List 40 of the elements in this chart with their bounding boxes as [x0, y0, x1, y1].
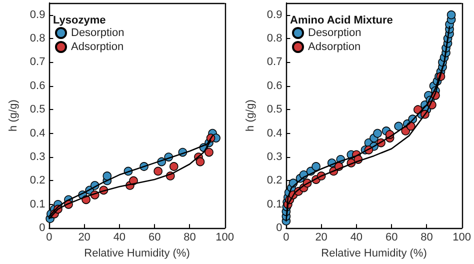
- y-tick-label: 0.1: [266, 198, 282, 210]
- y-axis-title: h (g/g): [244, 100, 256, 132]
- y-tick-label: 0.7: [266, 56, 282, 68]
- y-tick-label: 0: [39, 222, 46, 234]
- y-tick-label: 0.6: [30, 80, 46, 92]
- y-tick-label: 0.9: [30, 8, 46, 21]
- x-axis-title: Relative Humidity (%): [84, 248, 190, 260]
- y-tick-label: 0.5: [266, 104, 282, 116]
- y-tick-label: 0.3: [30, 151, 46, 164]
- y-tick-label: 0.6: [266, 80, 282, 92]
- y-tick-label: 0: [276, 222, 282, 234]
- legend-label: Desorption: [71, 27, 124, 39]
- legend-label: Adsorption: [308, 41, 361, 53]
- text: Amino Acid Mixture: [290, 14, 393, 26]
- x-tick-label: 20: [78, 232, 90, 244]
- y-tick-label: 0.4: [30, 127, 46, 140]
- y-axis-title: h (g/g): [8, 100, 20, 132]
- x-axis-title: Relative Humidity (%): [321, 248, 427, 260]
- y-tick-label: 0.3: [266, 151, 282, 164]
- y-tick-label: 0.2: [30, 174, 46, 187]
- x-tick-label: 100: [216, 232, 234, 244]
- y-tick-label: 0.4: [266, 127, 282, 140]
- x-tick-label: 60: [148, 232, 161, 244]
- y-tick-label: 0.7: [30, 56, 46, 68]
- text: Lysozyme: [53, 14, 106, 26]
- y-tick-label: 0.1: [30, 198, 46, 210]
- y-tick-label: 0.5: [30, 104, 46, 116]
- y-tick-label: 0.8: [266, 32, 282, 45]
- y-tick-label: 0.9: [266, 8, 282, 21]
- x-tick-label: 100: [452, 232, 472, 244]
- x-tick-label: 40: [113, 232, 126, 244]
- x-tick-label: 20: [315, 232, 328, 244]
- legend-label: Desorption: [308, 27, 362, 39]
- legend-label: Adsorption: [71, 41, 124, 53]
- y-tick-label: 0.2: [266, 174, 282, 187]
- y-tick-label: 0.8: [30, 32, 46, 45]
- x-tick-label: 80: [420, 232, 433, 244]
- x-tick-label: 60: [385, 232, 398, 244]
- x-tick-label: 40: [350, 232, 363, 244]
- x-tick-label: 80: [184, 232, 196, 244]
